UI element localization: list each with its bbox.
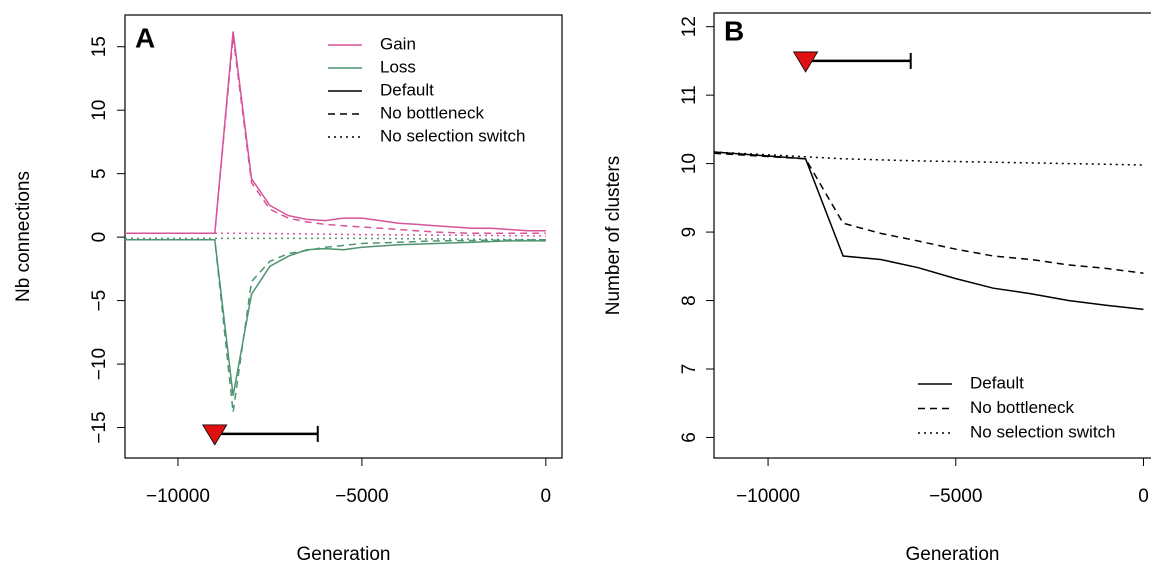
series-line — [125, 238, 546, 396]
y-tick-label: 5 — [89, 168, 110, 179]
legend-label: Loss — [380, 57, 416, 76]
series-line — [125, 238, 546, 413]
x-tick-label: −5000 — [929, 486, 982, 507]
plot-frame — [713, 12, 1151, 459]
y-tick-label: −15 — [89, 411, 110, 443]
series-line — [125, 31, 546, 235]
y-tick-label: −5 — [89, 290, 110, 312]
legend-label: Default — [970, 373, 1024, 392]
series-line — [713, 151, 1144, 166]
y-tick-label: 15 — [89, 36, 110, 57]
y-tick-label: 0 — [89, 232, 110, 243]
series-line — [125, 237, 546, 241]
y-tick-label: −10 — [89, 348, 110, 380]
legend-label: Gain — [380, 34, 416, 53]
legend-label: No bottleneck — [380, 103, 484, 122]
y-tick-label: 9 — [679, 227, 700, 238]
series-line — [713, 152, 1144, 274]
series-line — [125, 232, 546, 237]
series-line — [713, 151, 1144, 311]
y-tick-label: 10 — [89, 100, 110, 121]
y-tick-label: 10 — [679, 153, 700, 174]
panel-label: A — [135, 22, 155, 53]
y-tick-label: 7 — [679, 364, 700, 375]
x-tick-label: −10000 — [146, 486, 210, 507]
y-axis-label: Number of clusters — [603, 156, 624, 315]
x-tick-label: 0 — [1138, 486, 1149, 507]
x-tick-label: −10000 — [736, 486, 800, 507]
x-tick-label: 0 — [541, 486, 552, 507]
y-tick-label: 12 — [679, 16, 700, 37]
x-axis-label: Generation — [296, 544, 390, 565]
y-tick-label: 11 — [679, 85, 700, 105]
plot-frame — [124, 14, 563, 459]
legend-label: No bottleneck — [970, 398, 1074, 417]
bottleneck-marker — [792, 51, 819, 73]
y-axis-label: Nb connections — [13, 171, 34, 302]
panel-label: B — [724, 15, 744, 46]
y-tick-label: 8 — [679, 295, 700, 306]
y-tick-label: 6 — [679, 432, 700, 443]
legend-label: Default — [380, 80, 434, 99]
legend-label: No selection switch — [970, 422, 1116, 441]
panel: −10000 −5000 0 6 7 8 9 10 11 12 Generation Number o… — [603, 12, 1151, 565]
x-axis-label: Generation — [905, 544, 999, 565]
legend-label: No selection switch — [380, 126, 526, 145]
panel: −10000 −5000 0 −15 −10 −5 0 5 10 15 Generation Nb c… — [13, 14, 563, 565]
x-tick-label: −5000 — [335, 486, 388, 507]
bottleneck-marker — [202, 424, 228, 446]
series-line — [125, 36, 546, 235]
